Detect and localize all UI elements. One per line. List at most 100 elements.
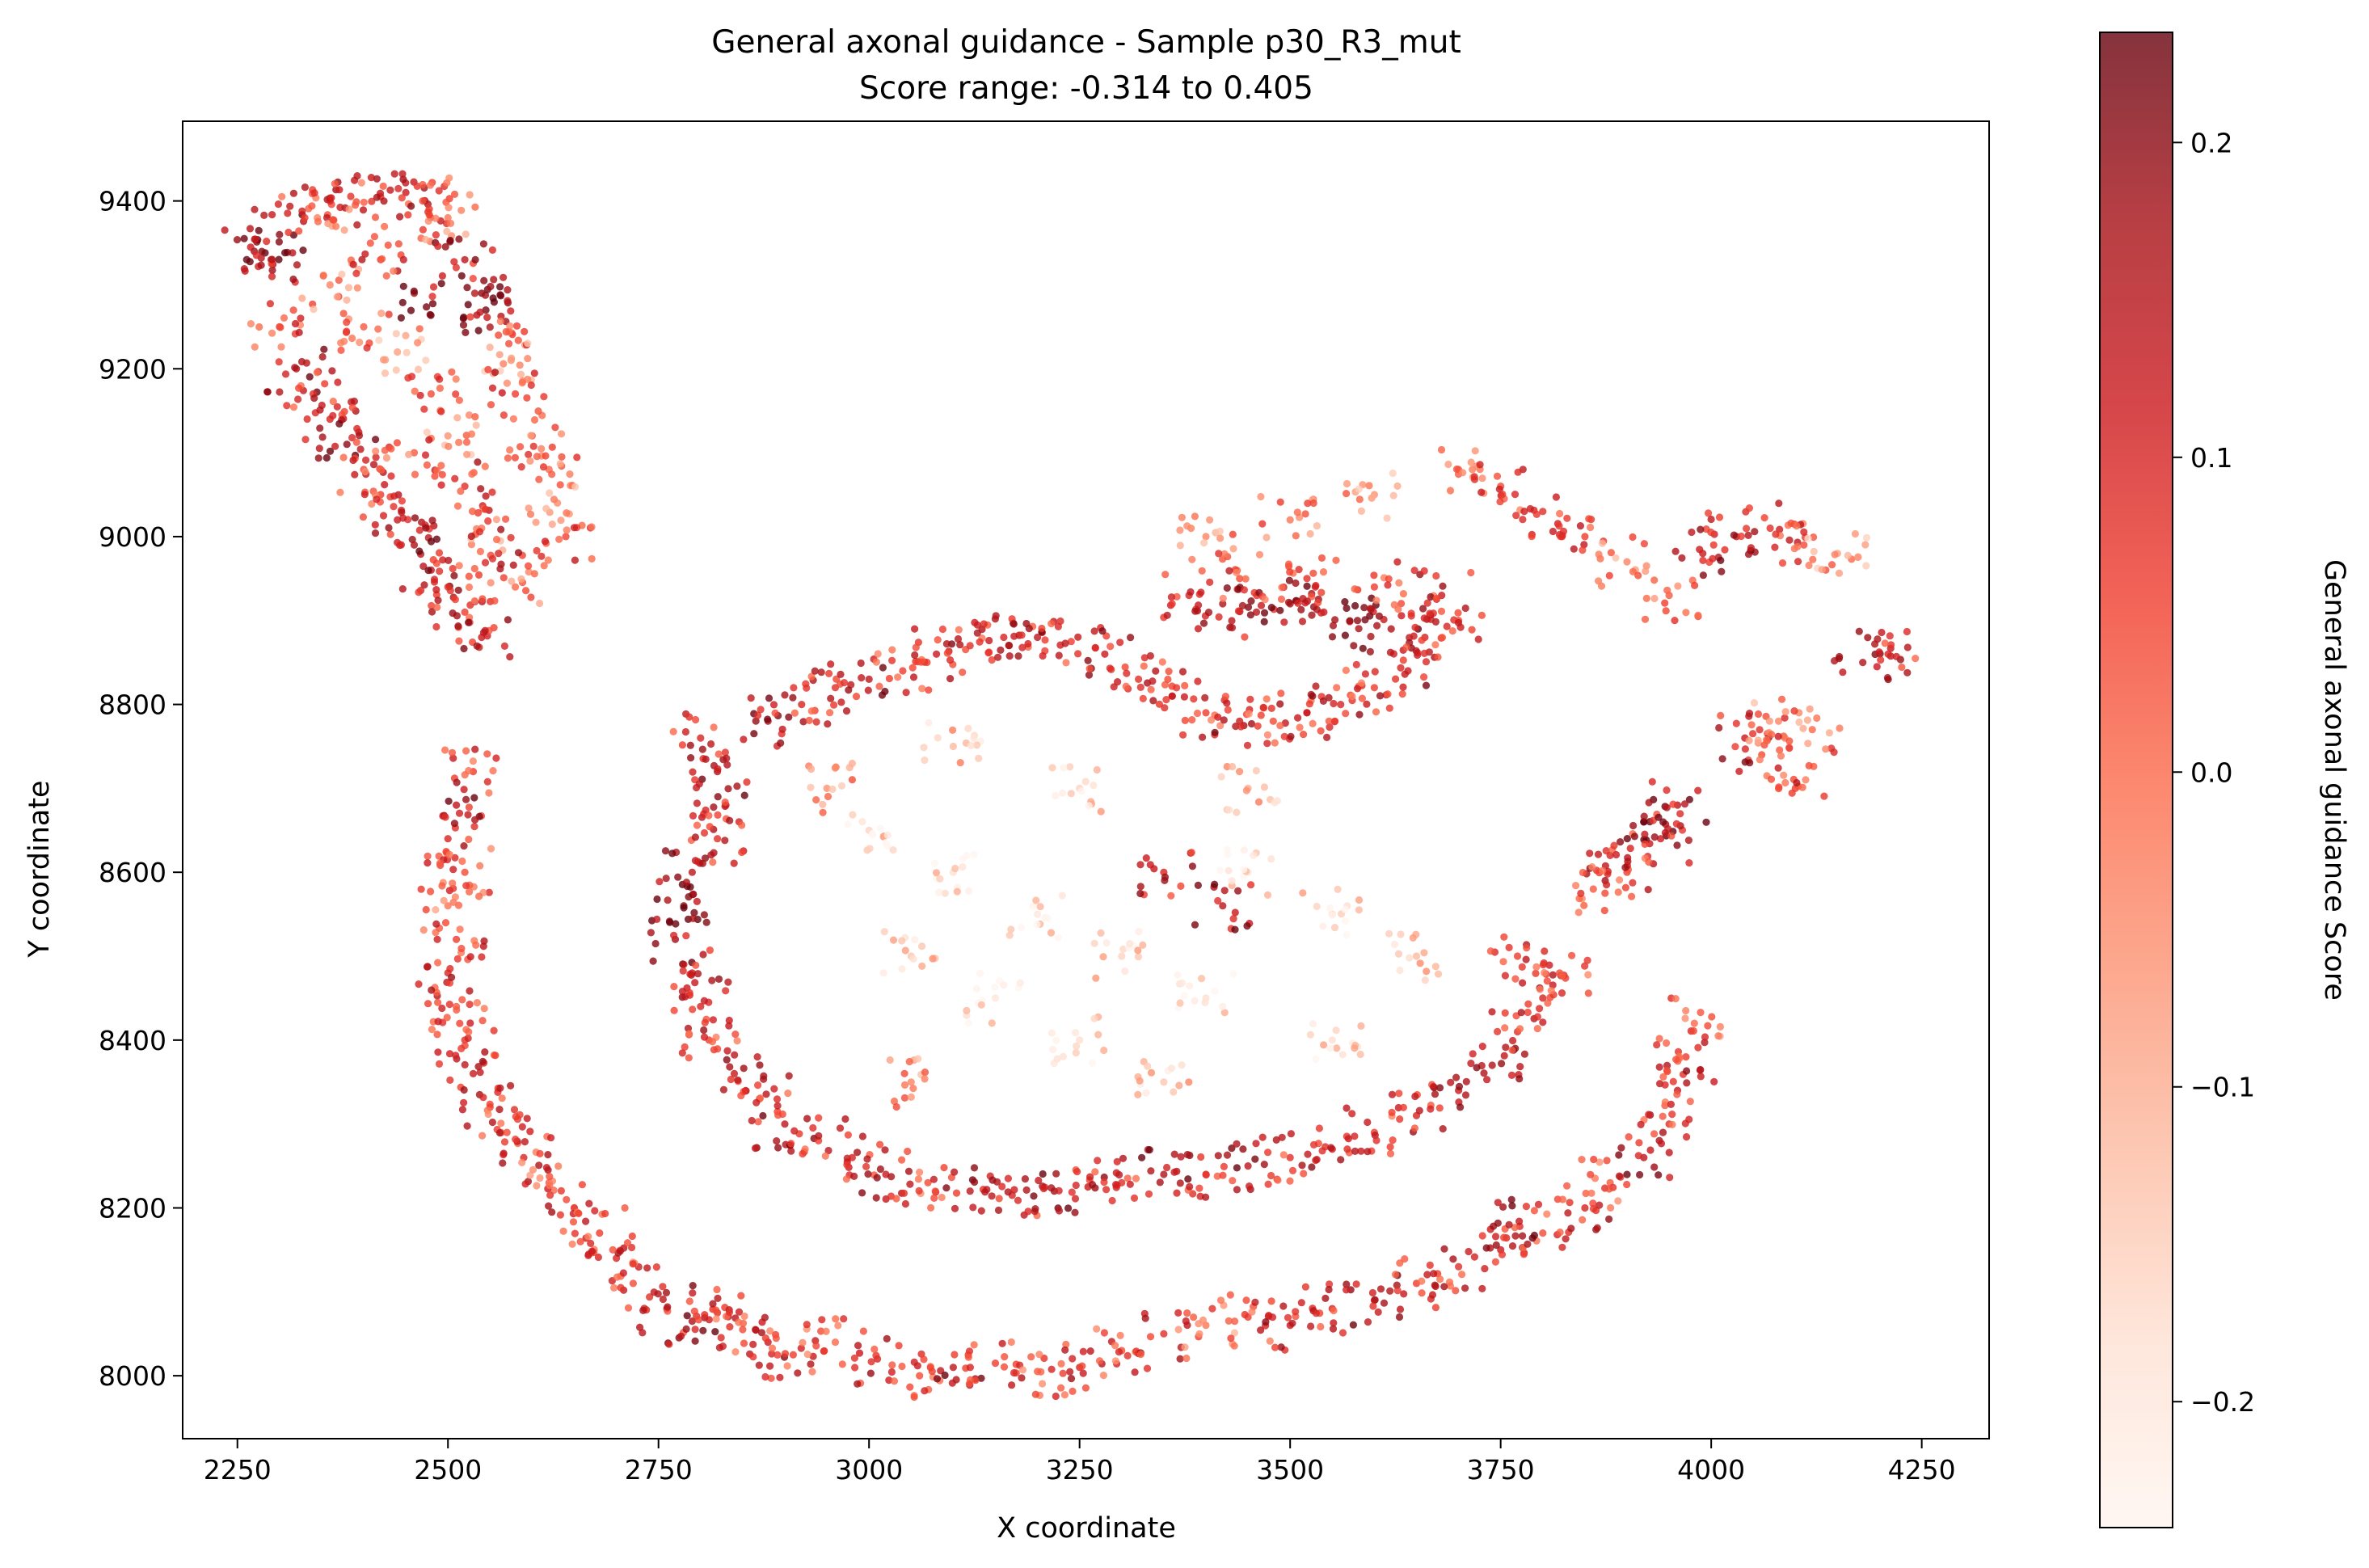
- scatter-point: [892, 1102, 900, 1111]
- scatter-point: [1168, 600, 1176, 608]
- scatter-point: [512, 322, 521, 330]
- scatter-point: [478, 595, 487, 603]
- scatter-point: [478, 1132, 487, 1140]
- scatter-point: [1616, 876, 1624, 884]
- scatter-point: [1386, 1143, 1394, 1151]
- scatter-point: [466, 313, 474, 321]
- scatter-point: [384, 241, 392, 249]
- scatter-point: [726, 1323, 734, 1331]
- scatter-point: [459, 321, 468, 329]
- scatter-point: [643, 1264, 651, 1272]
- scatter-point: [1225, 806, 1233, 814]
- scatter-point: [1672, 1056, 1680, 1064]
- scatter-point: [1220, 716, 1228, 724]
- scatter-point: [558, 453, 566, 461]
- scatter-point: [1007, 925, 1015, 934]
- scatter-point: [1649, 816, 1657, 824]
- scatter-point: [715, 1343, 724, 1351]
- scatter-point: [1395, 1090, 1403, 1098]
- scatter-point: [1355, 710, 1364, 719]
- scatter-point: [1803, 716, 1811, 724]
- scatter-point: [464, 811, 472, 819]
- scatter-point: [1434, 653, 1442, 661]
- scatter-point: [946, 675, 955, 683]
- scatter-point: [1552, 493, 1560, 501]
- plot-frame: [182, 120, 1990, 1439]
- scatter-point: [973, 741, 981, 749]
- scatter-point: [425, 211, 433, 219]
- scatter-point: [1343, 490, 1351, 498]
- scatter-point: [925, 719, 933, 727]
- scatter-point: [487, 845, 495, 853]
- scatter-point: [1455, 1082, 1464, 1090]
- scatter-point: [452, 1052, 460, 1060]
- scatter-point: [710, 803, 718, 811]
- scatter-point: [723, 754, 731, 762]
- scatter-point: [332, 222, 340, 230]
- scatter-point: [1107, 643, 1115, 651]
- scatter-point: [904, 1167, 913, 1175]
- scatter-point: [601, 1209, 609, 1218]
- scatter-point: [419, 197, 427, 205]
- scatter-point: [465, 835, 473, 844]
- scatter-point: [1741, 745, 1749, 753]
- scatter-point: [1297, 1299, 1305, 1307]
- scatter-point: [1625, 1133, 1633, 1141]
- scatter-point: [487, 282, 495, 291]
- scatter-point: [532, 518, 540, 526]
- scatter-point: [850, 1172, 858, 1180]
- scatter-point: [496, 317, 504, 326]
- scatter-point: [1102, 938, 1111, 947]
- scatter-point: [1640, 818, 1648, 826]
- scatter-point: [430, 575, 439, 584]
- scatter-point: [474, 571, 483, 580]
- scatter-point: [1653, 1041, 1661, 1049]
- scatter-point: [1513, 952, 1522, 960]
- scatter-point: [1884, 650, 1892, 658]
- scatter-point: [662, 875, 670, 883]
- scatter-point: [1139, 694, 1147, 703]
- scatter-point: [789, 693, 797, 702]
- scatter-point: [251, 235, 259, 243]
- scatter-point: [310, 306, 318, 314]
- scatter-point: [761, 1313, 769, 1321]
- scatter-point: [872, 1194, 880, 1202]
- scatter-point: [727, 1075, 735, 1084]
- scatter-point: [1173, 684, 1181, 692]
- scatter-point: [432, 535, 441, 543]
- scatter-point: [1715, 723, 1723, 732]
- scatter-point: [670, 931, 678, 939]
- scatter-point: [740, 1339, 748, 1347]
- scatter-point: [838, 1360, 846, 1368]
- scatter-point: [911, 936, 919, 944]
- scatter-point: [730, 859, 738, 867]
- scatter-point: [1828, 561, 1836, 569]
- scatter-point: [1467, 1060, 1475, 1068]
- scatter-point: [1161, 571, 1170, 579]
- scatter-point: [1473, 1064, 1481, 1072]
- scatter-point: [670, 1006, 678, 1014]
- scatter-point: [1539, 1018, 1547, 1026]
- scatter-point: [432, 920, 440, 928]
- scatter-point: [921, 1387, 929, 1395]
- scatter-point: [1214, 896, 1222, 905]
- scatter-point: [701, 1311, 709, 1319]
- scatter-point: [918, 685, 926, 693]
- scatter-point: [691, 979, 699, 987]
- scatter-point: [1388, 1090, 1397, 1098]
- scatter-point: [402, 188, 410, 196]
- scatter-point: [1877, 655, 1885, 664]
- scatter-point: [1155, 700, 1163, 708]
- scatter-point: [1191, 921, 1199, 929]
- scatter-point: [1267, 855, 1275, 863]
- scatter-point: [415, 980, 423, 988]
- scatter-point: [255, 226, 263, 234]
- scatter-point: [1682, 1006, 1690, 1015]
- scatter-point: [1635, 1139, 1643, 1147]
- scatter-point: [619, 1269, 628, 1277]
- scatter-point: [1175, 1081, 1183, 1090]
- scatter-point: [1024, 639, 1032, 648]
- scatter-point: [888, 1361, 896, 1369]
- scatter-point: [731, 1348, 740, 1356]
- scatter-point: [714, 765, 722, 773]
